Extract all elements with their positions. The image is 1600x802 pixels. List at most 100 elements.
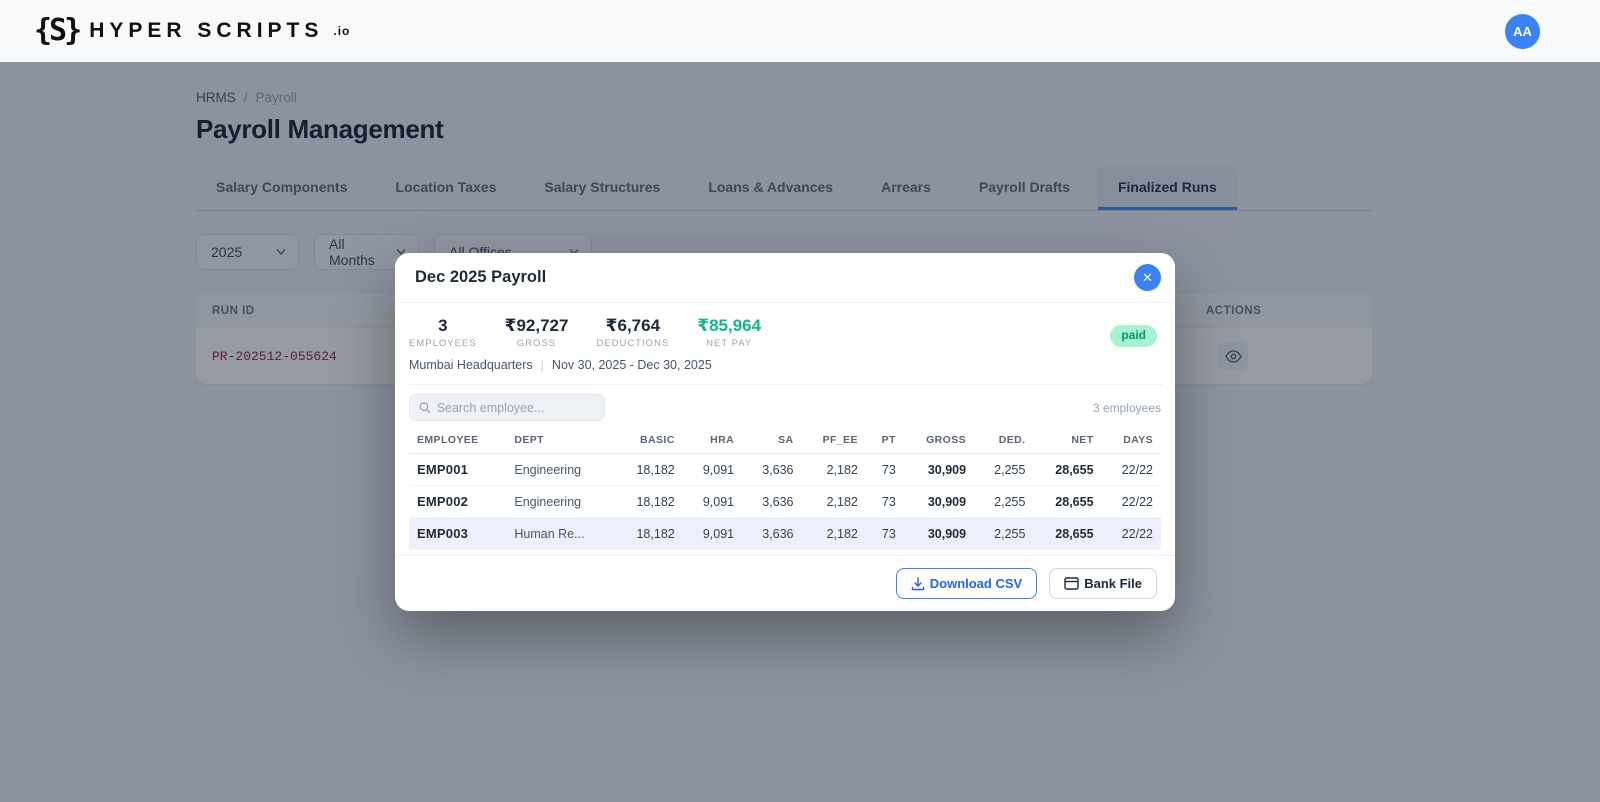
page-background: HRMS / Payroll Payroll Management Salary… bbox=[0, 62, 1600, 802]
modal-header: Dec 2025 Payroll ✕ bbox=[395, 253, 1175, 303]
tab[interactable]: Salary Structures bbox=[544, 179, 661, 195]
modal-status-badge: paid bbox=[1110, 325, 1157, 347]
employee-row[interactable]: EMP002 Engineering 18,182 9,091 3,636 2,… bbox=[409, 485, 1161, 518]
employee-col-header: EMPLOYEE bbox=[409, 430, 507, 454]
tab[interactable]: Location Taxes bbox=[395, 179, 497, 195]
view-run-button[interactable] bbox=[1218, 342, 1248, 370]
breadcrumb: HRMS / Payroll bbox=[196, 62, 1372, 105]
pay-period: Nov 30, 2025 - Dec 30, 2025 bbox=[551, 358, 712, 372]
divider bbox=[407, 384, 1163, 385]
employee-table-header: EMPLOYEE DEPT BASIC HRA SA PF_EE PT GROS… bbox=[409, 430, 1161, 454]
employee-col-header: PF_EE bbox=[801, 430, 866, 454]
bank-file-button[interactable]: Bank File bbox=[1049, 568, 1157, 599]
cell-pt: 73 bbox=[865, 517, 904, 550]
cell-ded: 2,255 bbox=[974, 517, 1034, 550]
tab[interactable]: Payroll Drafts bbox=[978, 179, 1070, 195]
cell-days: 22/22 bbox=[1101, 517, 1161, 550]
cell-pt: 73 bbox=[865, 453, 904, 486]
employee-col-header: BASIC bbox=[614, 430, 683, 454]
run-id: PR-202512-055624 bbox=[212, 348, 337, 364]
search-input[interactable] bbox=[436, 400, 595, 415]
employee-row[interactable]: EMP003 Human Re... 18,182 9,091 3,636 2,… bbox=[409, 517, 1161, 550]
employee-col-header: DED. bbox=[974, 430, 1034, 454]
employee-count: 3 employees bbox=[1092, 400, 1161, 415]
employee-col-header: HRA bbox=[682, 430, 743, 454]
cell-sa: 3,636 bbox=[742, 453, 802, 486]
employee-col-header: DEPT bbox=[506, 430, 615, 454]
cell-hra: 9,091 bbox=[682, 485, 743, 518]
breadcrumb-payroll: Payroll bbox=[255, 90, 297, 105]
tab-bar: Salary Components Location Taxes Salary … bbox=[196, 167, 1372, 211]
cell-net: 28,655 bbox=[1033, 453, 1102, 486]
tab[interactable]: Salary Components bbox=[216, 179, 348, 195]
cell-employee: EMP003 bbox=[409, 517, 507, 550]
tab[interactable]: Arrears bbox=[881, 179, 931, 195]
top-bar: {S} HYPER SCRIPTS .io AA bbox=[0, 0, 1600, 62]
employee-row[interactable]: EMP001 Engineering 18,182 9,091 3,636 2,… bbox=[409, 453, 1161, 486]
office-period-line: Mumbai Headquarters | Nov 30, 2025 - Dec… bbox=[409, 358, 1161, 372]
stat-label: GROSS bbox=[516, 338, 557, 349]
close-icon[interactable]: ✕ bbox=[1134, 264, 1161, 291]
stat-block: ₹6,764 DEDUCTIONS bbox=[596, 316, 669, 349]
logo-text: HYPER SCRIPTS bbox=[89, 19, 324, 42]
download-icon bbox=[911, 576, 924, 590]
filter-dropdown[interactable]: 2025 bbox=[196, 234, 299, 270]
cell-hra: 9,091 bbox=[682, 453, 743, 486]
cell-pf-ee: 2,182 bbox=[801, 453, 866, 486]
cell-hra: 9,091 bbox=[682, 517, 743, 550]
breadcrumb-hrms[interactable]: HRMS bbox=[196, 90, 236, 105]
stat-label: NET PAY bbox=[706, 338, 753, 349]
tab[interactable]: Loans & Advances bbox=[708, 179, 834, 195]
cell-basic: 18,182 bbox=[614, 517, 683, 550]
modal-summary: 3 EMPLOYEES ₹92,727 GROSS ₹6,764 DEDUCTI… bbox=[395, 303, 1175, 382]
stat-value: 3 bbox=[438, 316, 448, 335]
stat-block: ₹92,727 GROSS bbox=[505, 316, 569, 349]
modal-footer: Download CSV Bank File bbox=[395, 555, 1175, 611]
cell-days: 22/22 bbox=[1101, 485, 1161, 518]
breadcrumb-separator: / bbox=[243, 90, 248, 105]
cell-pf-ee: 2,182 bbox=[801, 485, 866, 518]
stat-value: ₹85,964 bbox=[697, 316, 762, 335]
col-run-id: RUN ID bbox=[212, 304, 255, 317]
office-name: Mumbai Headquarters bbox=[409, 358, 533, 372]
stat-value: ₹6,764 bbox=[605, 316, 661, 335]
office-separator: | bbox=[540, 358, 544, 372]
filter-value: 2025 bbox=[211, 244, 243, 260]
chevron-down-icon bbox=[396, 249, 406, 255]
employee-col-header: PT bbox=[865, 430, 904, 454]
cell-pf-ee: 2,182 bbox=[801, 517, 866, 550]
tab[interactable]: Finalized Runs bbox=[1097, 167, 1237, 210]
col-actions: ACTIONS bbox=[1206, 304, 1262, 317]
stat-label: EMPLOYEES bbox=[409, 338, 477, 349]
payroll-run-modal: Dec 2025 Payroll ✕ 3 EMPLOYEES ₹92,727 G… bbox=[395, 253, 1175, 611]
search-box[interactable] bbox=[409, 394, 605, 421]
logo-glyph-icon: {S} bbox=[34, 13, 82, 48]
cell-employee: EMP002 bbox=[409, 485, 507, 518]
cell-basic: 18,182 bbox=[614, 485, 683, 518]
cell-gross: 30,909 bbox=[903, 517, 975, 550]
app-logo[interactable]: {S} HYPER SCRIPTS .io bbox=[34, 16, 350, 46]
cell-sa: 3,636 bbox=[742, 517, 802, 550]
cell-ded: 2,255 bbox=[974, 485, 1034, 518]
cell-basic: 18,182 bbox=[614, 453, 683, 486]
stat-block: 3 EMPLOYEES bbox=[409, 316, 477, 349]
cell-days: 22/22 bbox=[1101, 453, 1161, 486]
search-icon bbox=[419, 402, 431, 414]
cell-dept: Engineering bbox=[506, 453, 615, 486]
search-row: 3 employees bbox=[395, 385, 1175, 430]
logo-suffix: .io bbox=[333, 24, 351, 38]
user-avatar[interactable]: AA bbox=[1505, 13, 1540, 49]
summary-stats: 3 EMPLOYEES ₹92,727 GROSS ₹6,764 DEDUCTI… bbox=[409, 316, 1161, 349]
chevron-down-icon bbox=[276, 249, 286, 255]
cell-dept: Human Re... bbox=[506, 517, 615, 550]
employee-col-header: NET bbox=[1033, 430, 1102, 454]
employee-col-header: DAYS bbox=[1101, 430, 1161, 454]
stat-block: ₹85,964 NET PAY bbox=[697, 316, 761, 349]
cell-employee: EMP001 bbox=[409, 453, 507, 486]
download-csv-label: Download CSV bbox=[929, 576, 1023, 591]
bank-file-label: Bank File bbox=[1084, 576, 1142, 591]
eye-icon bbox=[1224, 349, 1242, 363]
cell-net: 28,655 bbox=[1033, 517, 1102, 550]
employee-col-header: SA bbox=[742, 430, 802, 454]
download-csv-button[interactable]: Download CSV bbox=[895, 568, 1038, 599]
